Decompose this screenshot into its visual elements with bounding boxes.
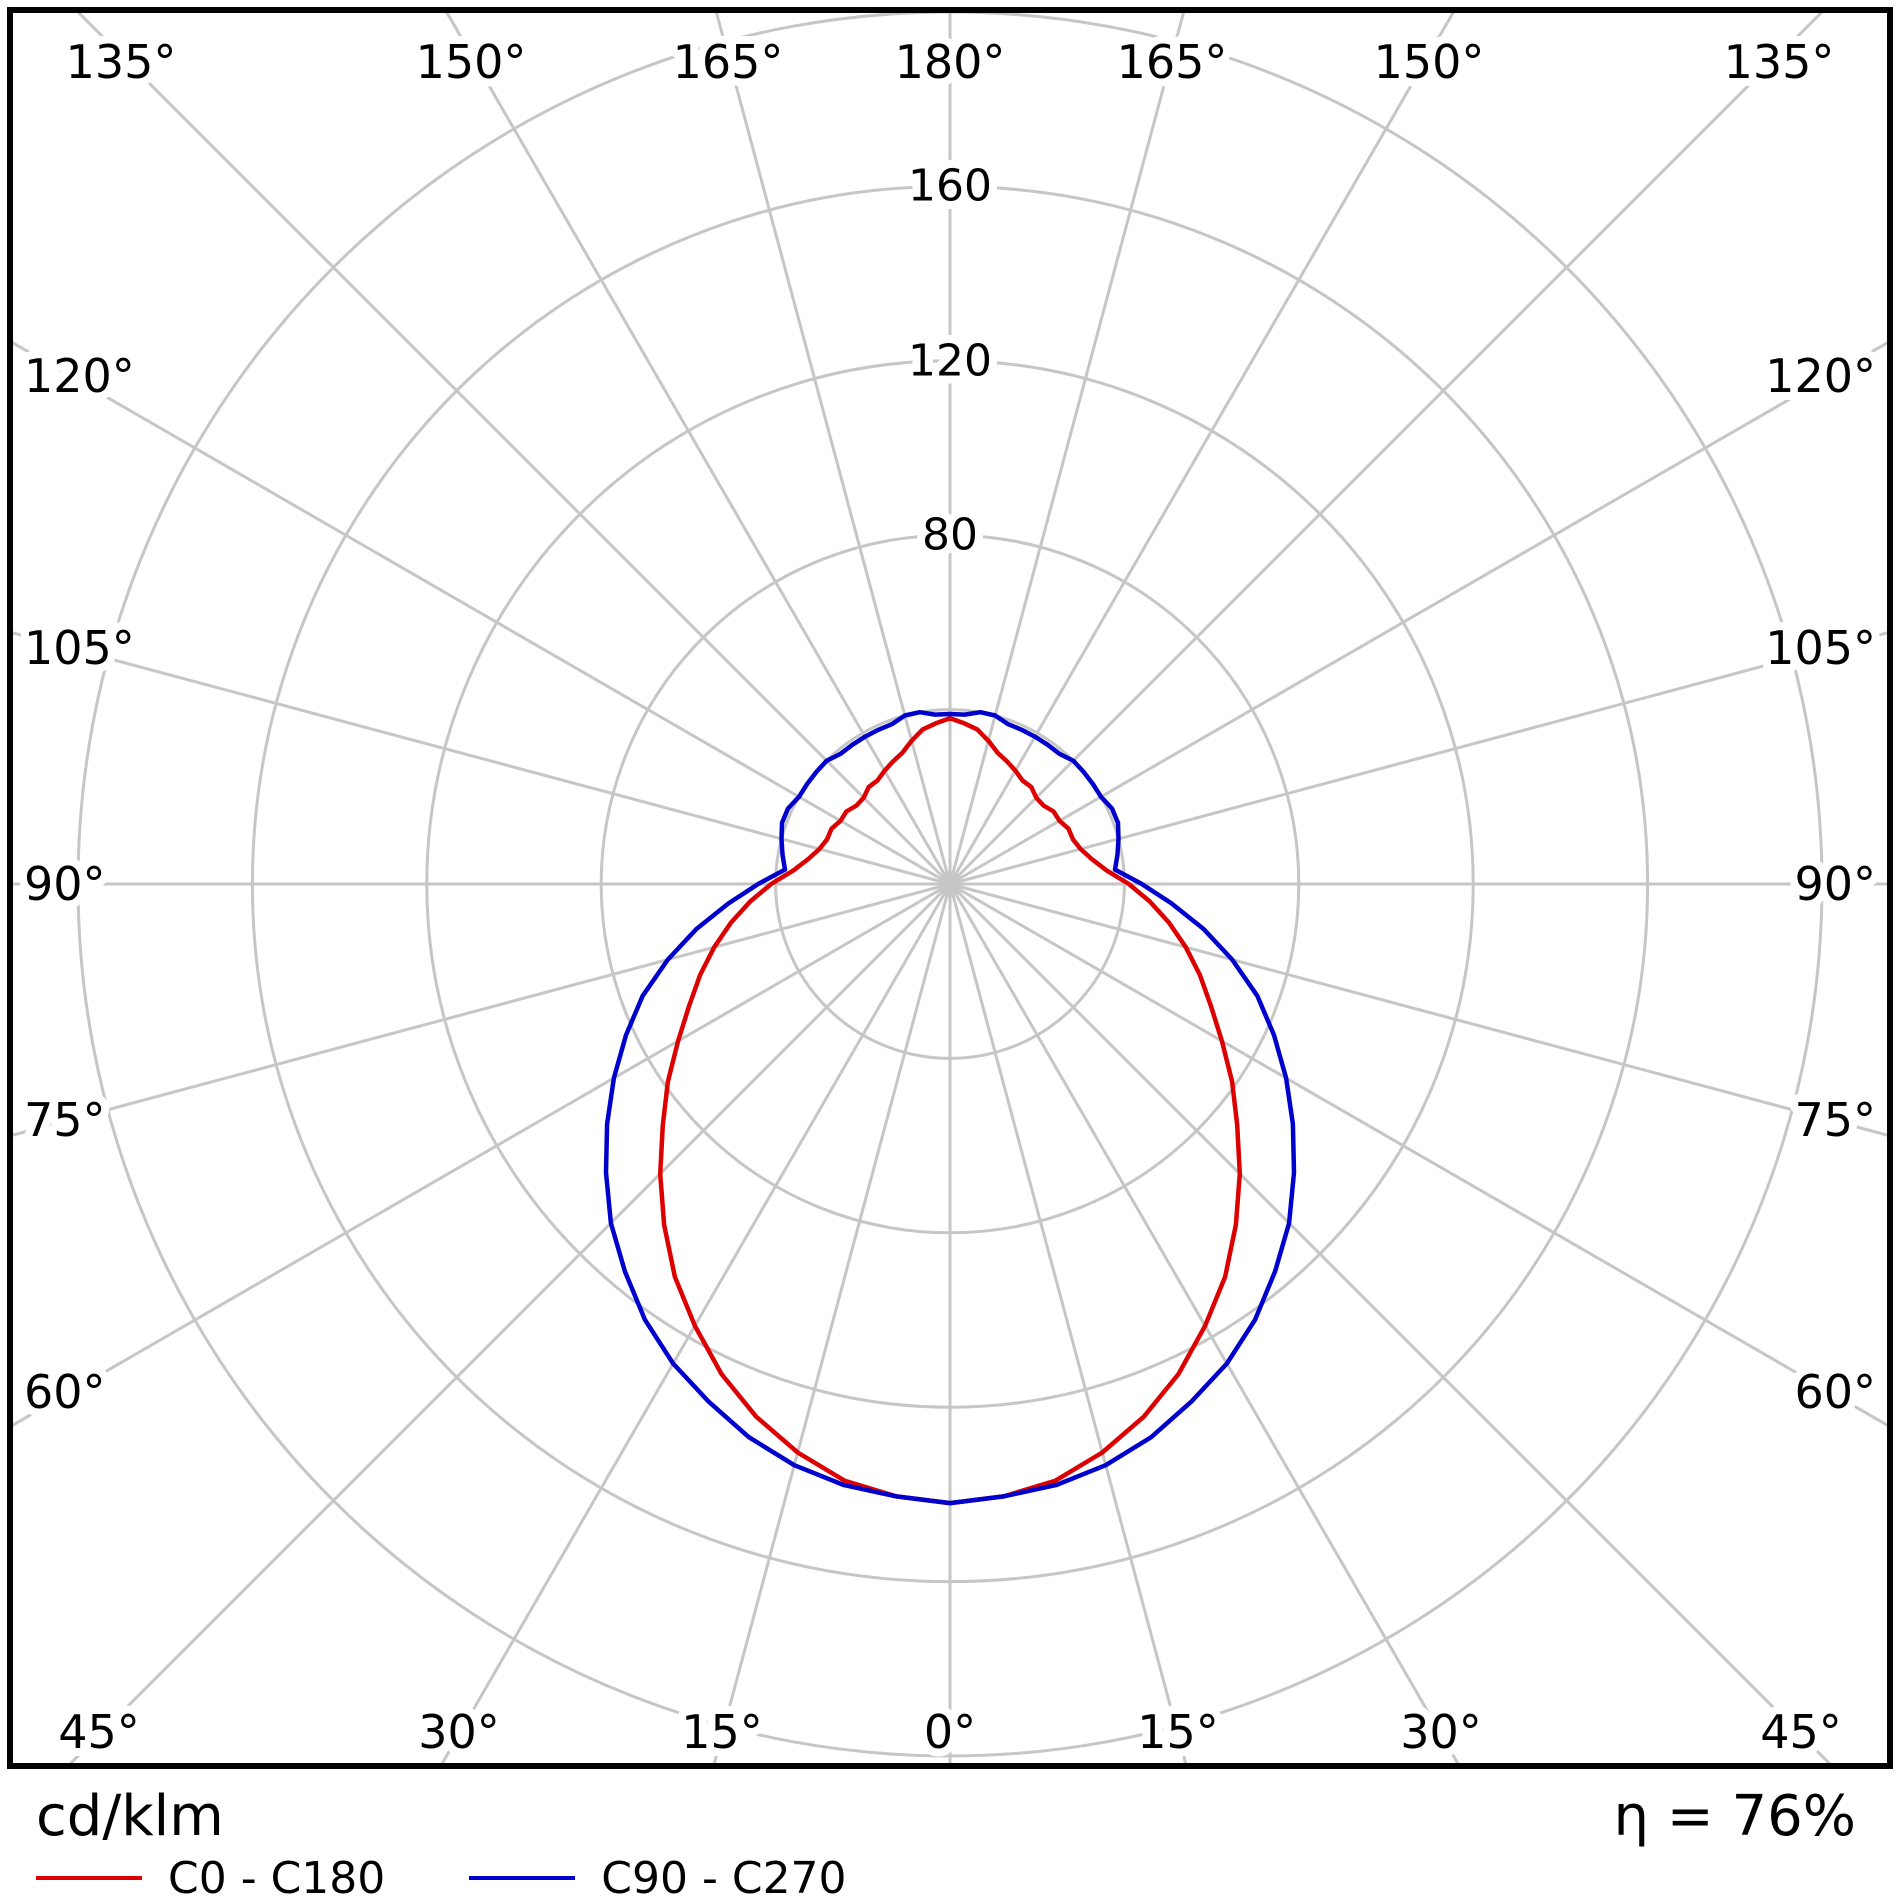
angle-ray — [13, 341, 951, 886]
angle-ray — [949, 882, 1887, 1137]
angle-tick-label: 135° — [1724, 35, 1835, 89]
grid-circle — [774, 708, 1126, 1060]
angle-ray — [949, 631, 1887, 886]
radial-tick-label: 120 — [908, 336, 992, 387]
angle-ray — [948, 882, 1832, 1763]
angle-ray — [712, 883, 952, 1763]
chart-legend: C0 - C180 C90 - C270 — [36, 1852, 931, 1900]
angle-tick-label: 90° — [1794, 857, 1876, 911]
angle-ray — [13, 631, 951, 886]
angle-tick-label: 120° — [1765, 349, 1876, 403]
angle-ray — [948, 883, 1460, 1763]
angle-ray — [948, 13, 1824, 886]
angle-ray — [948, 13, 1455, 885]
polar-grid — [13, 13, 1887, 1763]
angle-ray — [13, 882, 951, 1427]
angle-tick-label: 105° — [24, 621, 135, 675]
angle-ray — [445, 13, 952, 885]
grid-circle — [599, 533, 1301, 1235]
angle-tick-label: 45° — [58, 1705, 140, 1759]
curve-C90-C270 — [603, 709, 1297, 1506]
angle-tick-label: 45° — [1760, 1705, 1842, 1759]
angle-tick-label: 150° — [1374, 35, 1485, 89]
angle-ray — [715, 13, 952, 885]
angle-tick-label: 105° — [1765, 621, 1876, 675]
legend-item: C0 - C180 — [36, 1852, 385, 1900]
angle-tick-label: 165° — [1117, 35, 1228, 89]
legend-label: C0 - C180 — [168, 1852, 386, 1900]
grid-circle — [76, 13, 1824, 1758]
grid-circle — [250, 184, 1650, 1584]
radial-tick-label: 160 — [908, 161, 992, 212]
legend-swatch — [36, 1876, 142, 1880]
angle-tick-label: 120° — [24, 349, 135, 403]
angle-tick-label: 75° — [24, 1093, 106, 1147]
radial-tick-label: 80 — [922, 510, 978, 561]
angle-tick-label: 15° — [681, 1705, 763, 1759]
angle-tick-label: 15° — [1137, 1705, 1219, 1759]
angle-tick-label: 0° — [924, 1705, 976, 1759]
polar-chart-canvas: 80 120 160 0° 15° 15° 30° 30° 45° 45° 60° 60° 75° 75°… — [7, 7, 1893, 1769]
units-label: cd/klm — [36, 1784, 224, 1849]
legend-swatch — [469, 1876, 576, 1880]
angle-ray — [76, 13, 952, 886]
legend-item: C90 - C270 — [469, 1852, 847, 1900]
angle-ray — [68, 882, 952, 1763]
angle-tick-label: 75° — [1794, 1093, 1876, 1147]
angle-tick-label: 60° — [1794, 1365, 1876, 1419]
angle-ray — [440, 883, 952, 1763]
grid-circle — [425, 359, 1475, 1409]
angle-tick-label: 90° — [24, 857, 106, 911]
legend-label: C90 - C270 — [601, 1852, 847, 1900]
angle-ray — [13, 882, 951, 1137]
angle-ray — [948, 13, 1185, 885]
angle-tick-label: 135° — [66, 35, 177, 89]
angle-tick-label: 180° — [895, 35, 1006, 89]
plot-border — [7, 7, 1893, 1769]
angle-ray — [948, 883, 1188, 1763]
angle-tick-label: 60° — [24, 1365, 106, 1419]
angle-ray — [949, 882, 1887, 1427]
efficiency-label: η = 76% — [1613, 1784, 1856, 1849]
angle-tick-label: 30° — [1400, 1705, 1482, 1759]
angle-tick-label: 30° — [418, 1705, 500, 1759]
angle-tick-label: 150° — [416, 35, 527, 89]
angle-tick-label: 165° — [673, 35, 784, 89]
angle-ray — [949, 341, 1887, 886]
